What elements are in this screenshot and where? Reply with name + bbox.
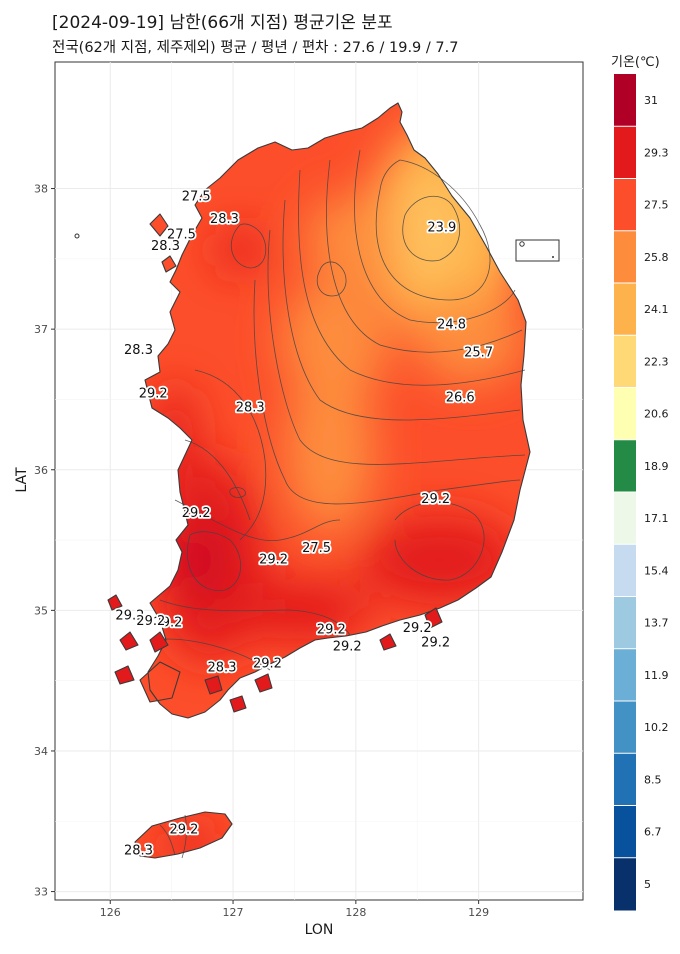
y-tick-label: 35 bbox=[34, 604, 48, 617]
legend-swatch bbox=[614, 596, 636, 650]
contour-label: 28.3 bbox=[124, 843, 153, 858]
contour-label: 29.2 bbox=[317, 623, 346, 638]
x-axis-title: LON bbox=[305, 922, 334, 938]
legend-swatch bbox=[614, 335, 636, 388]
x-tick-label: 128 bbox=[345, 906, 366, 919]
contour-label: 29.2 bbox=[136, 614, 165, 629]
legend-swatch bbox=[614, 387, 636, 441]
chart-subtitle: 전국(62개 지점, 제주제외) 평균 / 평년 / 편차 : 27.6 / 1… bbox=[52, 40, 459, 56]
contour-label: 29.2 bbox=[253, 656, 282, 671]
y-tick-label: 38 bbox=[34, 183, 48, 196]
contour-label: 28.3 bbox=[151, 239, 180, 254]
contour-label: 25.7 bbox=[464, 346, 493, 361]
contour-label: 28.3 bbox=[210, 212, 239, 227]
legend-label: 15.4 bbox=[644, 564, 669, 577]
y-tick-label: 37 bbox=[34, 323, 48, 336]
contour-lines bbox=[149, 149, 526, 859]
legend-swatch bbox=[614, 544, 636, 597]
legend-label: 5 bbox=[644, 878, 651, 891]
contour-label: 29.2 bbox=[115, 609, 144, 624]
legend-label: 20.6 bbox=[644, 408, 669, 421]
chart-title: [2024-09-19] 남한(66개 지점) 평균기온 분포 bbox=[52, 13, 393, 33]
legend-swatch bbox=[614, 701, 636, 754]
legend-swatch bbox=[614, 805, 636, 859]
contour-label: 29.2 bbox=[182, 506, 211, 521]
contour-label: 27.5 bbox=[302, 541, 331, 556]
x-tick-label: 127 bbox=[223, 906, 244, 919]
y-tick-label: 34 bbox=[34, 745, 48, 758]
legend-title: 기온(℃) bbox=[611, 55, 660, 70]
legend-swatch bbox=[614, 753, 636, 806]
coastline bbox=[107, 102, 531, 859]
legend-label: 10.2 bbox=[644, 721, 669, 734]
contour-label: 29.2 bbox=[421, 492, 450, 507]
ulleungdo-island bbox=[519, 241, 525, 247]
legend-label: 8.5 bbox=[644, 773, 662, 786]
legend-swatch bbox=[614, 439, 636, 493]
legend-label: 24.1 bbox=[644, 303, 669, 316]
legend-label: 13.7 bbox=[644, 617, 669, 630]
contour-label: 29.2 bbox=[139, 386, 168, 401]
legend-label: 18.9 bbox=[644, 460, 669, 473]
contour-label: 29.2 bbox=[421, 635, 450, 650]
legend-label: 27.5 bbox=[644, 199, 669, 212]
y-tick-label: 33 bbox=[34, 886, 48, 899]
contour-label: 26.6 bbox=[446, 391, 475, 406]
contour-label: 28.3 bbox=[124, 343, 153, 358]
contour-label: 29.2 bbox=[169, 822, 198, 837]
y-axis-ticks: 33 34 35 36 37 38 bbox=[34, 183, 55, 899]
contour-label: 28.3 bbox=[236, 400, 265, 415]
legend-swatch bbox=[614, 857, 636, 911]
legend-swatch bbox=[614, 178, 636, 232]
contour-label: 27.5 bbox=[182, 190, 211, 205]
legend-label: 25.8 bbox=[644, 251, 669, 264]
legend-label: 11.9 bbox=[644, 669, 669, 682]
x-axis-ticks: 126 127 128 129 bbox=[100, 900, 489, 919]
contour-label: 29.2 bbox=[333, 640, 362, 655]
contour-label: 29.2 bbox=[259, 552, 288, 567]
y-tick-label: 36 bbox=[34, 464, 48, 477]
legend-swatch bbox=[614, 74, 636, 127]
y-axis-title: LAT bbox=[14, 467, 30, 493]
legend-label: 29.3 bbox=[644, 146, 669, 159]
contour-label: 23.9 bbox=[427, 221, 456, 236]
contour-label: 29.2 bbox=[403, 621, 432, 636]
legend-swatch bbox=[614, 230, 636, 284]
legend-swatch bbox=[614, 126, 636, 179]
contour-label: 24.8 bbox=[437, 318, 466, 333]
legend-swatch bbox=[614, 283, 636, 336]
legend-label: 6.7 bbox=[644, 826, 662, 839]
legend: 31 29.3 27.5 25.8 24.1 22.3 20.6 18.9 17.1 15.4 13… bbox=[614, 74, 669, 911]
contour-label: 28.3 bbox=[208, 661, 237, 676]
ulleungdo-inset bbox=[515, 239, 560, 262]
legend-swatch bbox=[614, 648, 636, 702]
contour-labels: 23.924.825.726.627.527.527.528.328.328.3… bbox=[114, 188, 495, 860]
x-tick-label: 126 bbox=[100, 906, 121, 919]
contour-label: 27.5 bbox=[167, 228, 196, 243]
x-tick-label: 129 bbox=[468, 906, 489, 919]
legend-label: 31 bbox=[644, 94, 658, 107]
contour-label: 29.2 bbox=[153, 616, 182, 631]
legend-label: 22.3 bbox=[644, 355, 669, 368]
dot-west-island bbox=[74, 233, 80, 239]
legend-swatch bbox=[614, 492, 636, 545]
legend-label: 17.1 bbox=[644, 512, 669, 525]
dokdo-island bbox=[552, 256, 554, 258]
